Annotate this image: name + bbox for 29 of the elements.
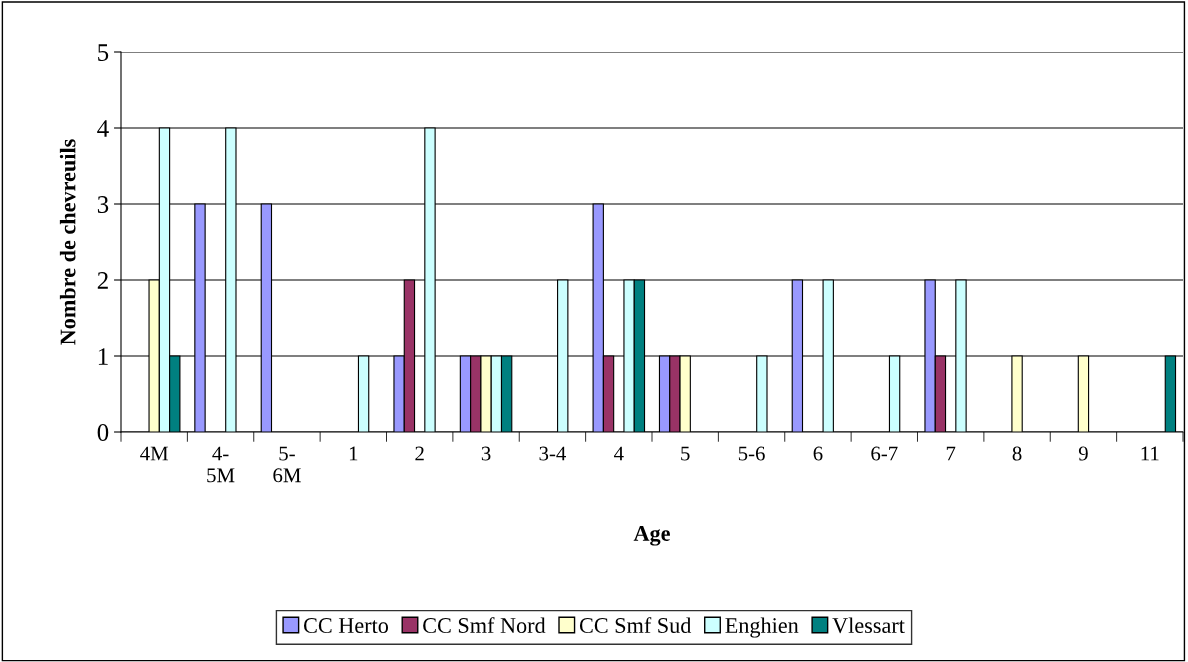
x-tick-label: 4M	[140, 446, 169, 461]
legend-label: Enghien	[725, 617, 799, 638]
x-tick-label: 5-6	[738, 446, 765, 461]
y-tick-label: 4	[97, 120, 109, 137]
x-tick-label: 2	[415, 446, 424, 461]
x-tick-label: 3-4	[539, 446, 566, 461]
x-tick-label: 3	[481, 446, 491, 461]
x-tick-label: 11	[1141, 446, 1159, 461]
y-tick-label: 5	[98, 44, 109, 61]
legend-label: CC Herto	[303, 618, 389, 634]
y-axis-title: Nombre de chevreuils	[59, 139, 76, 345]
x-tick-label: 6	[813, 446, 823, 461]
y-tick-label: 0	[97, 424, 109, 441]
y-tick-label: 1	[98, 348, 108, 365]
x-tick-label: 1	[349, 446, 358, 461]
x-tick-label: 7	[946, 446, 956, 461]
x-tick-label: 4- 5M	[207, 446, 235, 483]
legend-label: CC Smf Nord	[423, 617, 546, 634]
x-tick-label: 9	[1078, 446, 1088, 461]
legend-label: Vlessart	[832, 617, 905, 634]
y-tick-label: 3	[97, 196, 109, 213]
x-tick-label: 4	[614, 446, 624, 461]
x-tick-label: 8	[1012, 446, 1022, 461]
x-tick-label: 5- 6M	[273, 446, 301, 483]
x-tick-label: 5	[681, 446, 690, 461]
legend-label: CC Smf Sud	[579, 617, 692, 634]
x-axis-title: Age	[633, 526, 670, 546]
x-tick-label: 6-7	[871, 446, 898, 461]
y-tick-label: 2	[97, 272, 108, 289]
